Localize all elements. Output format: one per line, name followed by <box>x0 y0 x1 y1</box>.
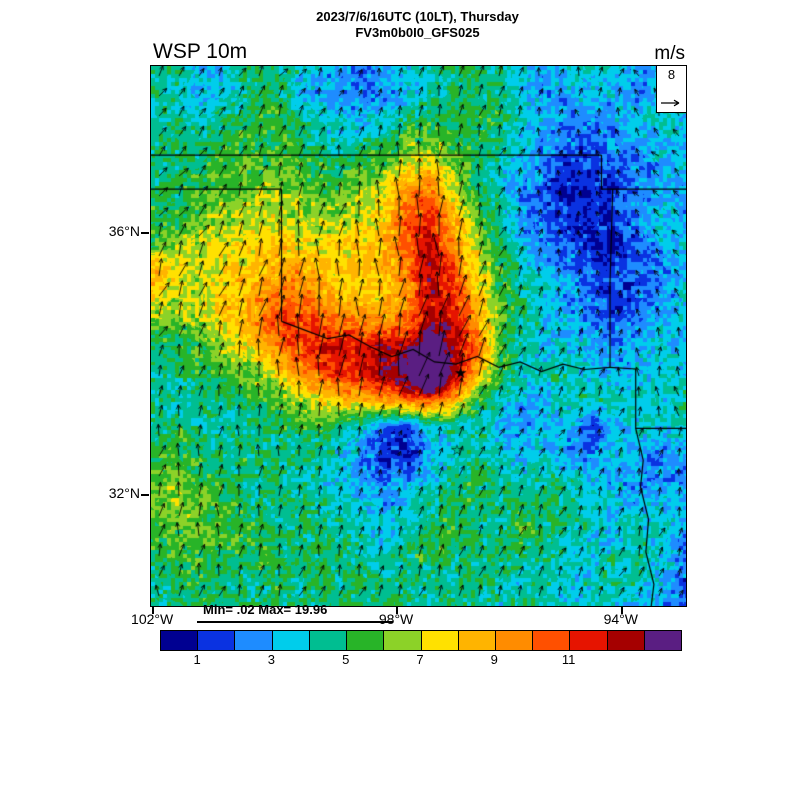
lat-tick-mark <box>141 232 149 235</box>
colorbar-segment <box>309 631 348 650</box>
plot-title-model: FV3m0b0I0_GFS025 <box>355 25 480 40</box>
colorbar-tick-label: 1 <box>193 652 201 667</box>
lat-tick-mark <box>141 494 149 497</box>
lon-tick-mark <box>620 607 623 614</box>
minmax-underline <box>197 621 393 623</box>
colorbar-segment <box>495 631 534 650</box>
colorbar-segment <box>458 631 496 650</box>
colorbar-segment <box>421 631 459 650</box>
colorbar-segment <box>347 631 385 650</box>
lon-tick-label: 102°W <box>131 611 174 627</box>
map-panel: 8 <box>150 65 687 607</box>
colorbar-segment <box>384 631 422 650</box>
units-label: m/s <box>654 43 685 64</box>
variable-label: WSP 10m <box>153 40 248 63</box>
colorbar-tick-label: 5 <box>342 652 350 667</box>
lon-tick-mark <box>396 607 399 614</box>
lat-tick-label: 36°N <box>108 223 140 240</box>
map-field-canvas <box>151 66 686 606</box>
colorbar-segment <box>533 631 571 650</box>
colorbar-segment <box>272 631 310 650</box>
plot-title-date: 2023/7/6/16UTC (10LT), Thursday <box>316 9 519 24</box>
colorbar-tick-label: 9 <box>490 652 498 667</box>
colorbar-segment <box>607 631 645 650</box>
colorbar-tick-label: 11 <box>561 652 576 667</box>
lat-tick-label: 32°N <box>108 485 140 502</box>
colorbar-segment <box>644 631 682 650</box>
colorbar-segment <box>161 631 199 650</box>
minmax-label: Min= .02 Max= 19.96 <box>203 602 328 617</box>
colorbar <box>160 630 682 651</box>
reference-vector-arrow-icon <box>660 99 679 107</box>
reference-vector-value: 8 <box>667 67 676 82</box>
colorbar-ticks: 1 3 5 7 9 11 <box>160 652 680 668</box>
colorbar-tick-label: 7 <box>416 652 424 667</box>
reference-vector-box: 8 <box>656 66 686 113</box>
colorbar-segment <box>570 631 608 650</box>
lon-tick-label: 94°W <box>603 611 638 627</box>
colorbar-tick-label: 3 <box>267 652 276 667</box>
lon-tick-mark <box>152 607 155 614</box>
lon-tick-label: 98°W <box>378 611 414 627</box>
colorbar-segment <box>235 631 273 650</box>
colorbar-segment <box>198 631 236 650</box>
